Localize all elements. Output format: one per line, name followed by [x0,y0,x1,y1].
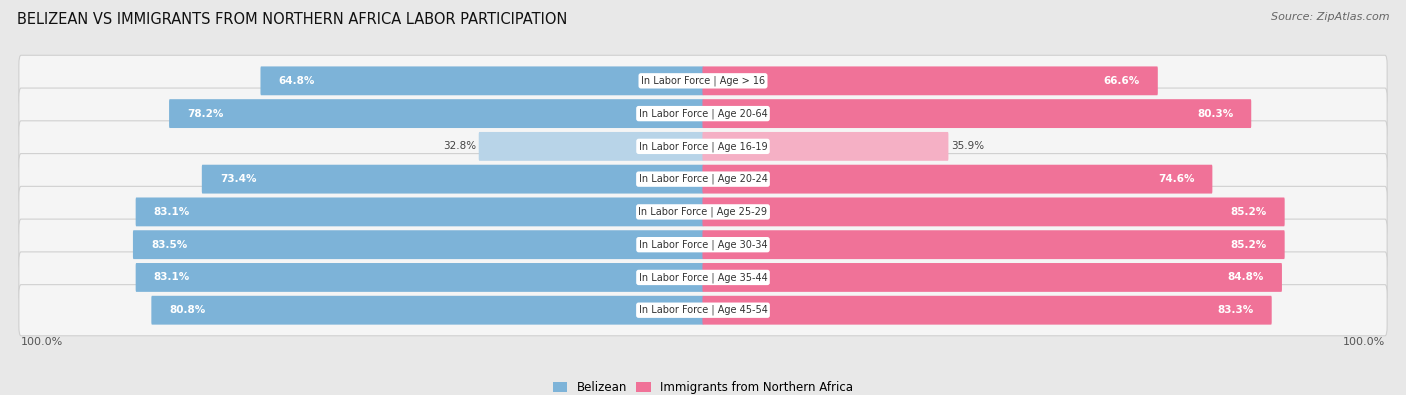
Text: 84.8%: 84.8% [1227,273,1264,282]
Text: 100.0%: 100.0% [1343,337,1385,347]
Text: In Labor Force | Age 30-34: In Labor Force | Age 30-34 [638,239,768,250]
Text: 83.1%: 83.1% [153,207,190,217]
FancyBboxPatch shape [703,66,1157,95]
Text: 32.8%: 32.8% [443,141,475,151]
FancyBboxPatch shape [18,186,1388,237]
FancyBboxPatch shape [18,154,1388,205]
Text: 64.8%: 64.8% [278,76,315,86]
FancyBboxPatch shape [134,230,703,259]
Text: In Labor Force | Age 25-29: In Labor Force | Age 25-29 [638,207,768,217]
FancyBboxPatch shape [18,252,1388,303]
FancyBboxPatch shape [703,99,1251,128]
Text: In Labor Force | Age 35-44: In Labor Force | Age 35-44 [638,272,768,283]
Text: In Labor Force | Age 20-64: In Labor Force | Age 20-64 [638,108,768,119]
FancyBboxPatch shape [703,263,1282,292]
FancyBboxPatch shape [703,230,1285,259]
FancyBboxPatch shape [703,165,1212,194]
FancyBboxPatch shape [169,99,703,128]
Text: BELIZEAN VS IMMIGRANTS FROM NORTHERN AFRICA LABOR PARTICIPATION: BELIZEAN VS IMMIGRANTS FROM NORTHERN AFR… [17,12,567,27]
Text: In Labor Force | Age 45-54: In Labor Force | Age 45-54 [638,305,768,316]
Text: In Labor Force | Age > 16: In Labor Force | Age > 16 [641,75,765,86]
Text: 78.2%: 78.2% [187,109,224,118]
Text: 80.8%: 80.8% [169,305,205,315]
FancyBboxPatch shape [135,263,703,292]
Text: 83.3%: 83.3% [1218,305,1254,315]
Text: 66.6%: 66.6% [1104,76,1140,86]
Text: 73.4%: 73.4% [219,174,256,184]
FancyBboxPatch shape [152,296,703,325]
Text: In Labor Force | Age 20-24: In Labor Force | Age 20-24 [638,174,768,184]
Text: In Labor Force | Age 16-19: In Labor Force | Age 16-19 [638,141,768,152]
FancyBboxPatch shape [703,296,1271,325]
FancyBboxPatch shape [18,55,1388,106]
Text: 74.6%: 74.6% [1159,174,1195,184]
FancyBboxPatch shape [18,285,1388,336]
FancyBboxPatch shape [18,88,1388,139]
FancyBboxPatch shape [703,198,1285,226]
FancyBboxPatch shape [18,121,1388,172]
Text: 83.5%: 83.5% [150,240,187,250]
Text: 85.2%: 85.2% [1230,240,1267,250]
FancyBboxPatch shape [260,66,703,95]
Legend: Belizean, Immigrants from Northern Africa: Belizean, Immigrants from Northern Afric… [550,377,856,395]
Text: 100.0%: 100.0% [21,337,63,347]
Text: 85.2%: 85.2% [1230,207,1267,217]
Text: Source: ZipAtlas.com: Source: ZipAtlas.com [1271,12,1389,22]
FancyBboxPatch shape [135,198,703,226]
FancyBboxPatch shape [18,219,1388,270]
Text: 80.3%: 80.3% [1197,109,1233,118]
FancyBboxPatch shape [202,165,703,194]
Text: 83.1%: 83.1% [153,273,190,282]
Text: 35.9%: 35.9% [952,141,984,151]
FancyBboxPatch shape [703,132,949,161]
FancyBboxPatch shape [478,132,703,161]
